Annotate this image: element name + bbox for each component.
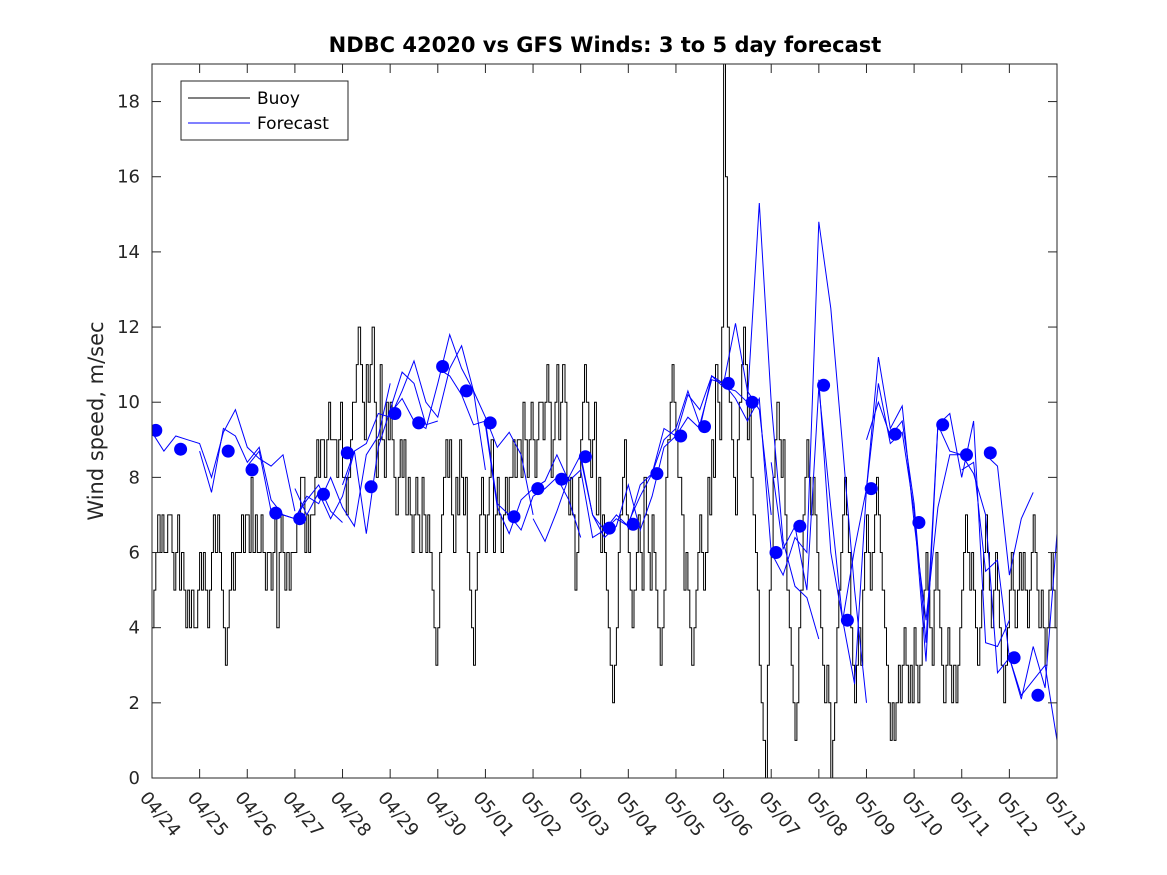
y-tick-label: 8 bbox=[129, 467, 140, 488]
forecast-marker bbox=[840, 613, 854, 627]
legend-box bbox=[180, 80, 349, 141]
axes-box bbox=[151, 63, 1058, 779]
legend-buoy-label: Buoy bbox=[257, 89, 300, 109]
forecast-run-line bbox=[199, 427, 343, 523]
forecast-marker bbox=[174, 442, 188, 456]
y-tick-label: 0 bbox=[129, 768, 140, 789]
forecast-marker bbox=[888, 427, 902, 441]
forecast-marker bbox=[626, 517, 640, 531]
x-tick-label: 05/13 bbox=[1040, 788, 1089, 841]
forecast-marker bbox=[578, 450, 592, 464]
forecast-marker bbox=[531, 482, 545, 496]
forecast-marker bbox=[436, 360, 450, 373]
forecast-marker bbox=[721, 376, 735, 390]
x-tick-label: 04/28 bbox=[326, 788, 375, 841]
forecast-marker bbox=[555, 472, 569, 486]
x-tick-label: 05/09 bbox=[850, 788, 899, 841]
forecast-marker bbox=[364, 480, 378, 494]
forecast-marker bbox=[912, 516, 926, 529]
forecast-marker bbox=[602, 521, 616, 535]
forecast-marker bbox=[1031, 688, 1045, 702]
chart-title: NDBC 42020 vs GFS Winds: 3 to 5 day fore… bbox=[329, 33, 882, 57]
forecast-marker bbox=[698, 420, 711, 434]
forecast-marker bbox=[983, 446, 997, 460]
y-tick-label: 16 bbox=[117, 167, 140, 188]
forecast-marker bbox=[245, 463, 259, 477]
forecast-marker bbox=[317, 487, 330, 501]
forecast-marker bbox=[412, 416, 426, 430]
forecast-marker bbox=[793, 519, 807, 533]
forecast-marker bbox=[293, 512, 307, 526]
forecast-run-line bbox=[152, 408, 296, 512]
forecast-marker bbox=[340, 446, 354, 460]
x-tick-label: 05/05 bbox=[659, 788, 708, 841]
y-tick-label: 4 bbox=[129, 618, 140, 639]
forecast-marker bbox=[960, 448, 973, 462]
x-tick-label: 05/08 bbox=[802, 788, 851, 841]
forecast-marker bbox=[674, 429, 688, 443]
forecast-marker bbox=[864, 482, 878, 496]
forecast-marker bbox=[459, 384, 473, 398]
x-tick-label: 04/27 bbox=[278, 788, 327, 841]
forecast-marker bbox=[650, 467, 664, 481]
buoy-series-line bbox=[152, 64, 1057, 778]
x-tick-label: 04/29 bbox=[373, 788, 422, 841]
legend-forecast-label: Forecast bbox=[257, 114, 329, 134]
y-axis-label: Wind speed, m/sec bbox=[84, 321, 108, 520]
x-tick-label: 05/10 bbox=[897, 788, 946, 841]
forecast-marker bbox=[269, 506, 283, 520]
x-tick-label: 05/07 bbox=[754, 788, 803, 841]
x-tick-label: 04/24 bbox=[135, 788, 184, 841]
forecast-run-line bbox=[723, 221, 867, 703]
forecast-run-line bbox=[985, 454, 1034, 576]
y-tick-label: 10 bbox=[117, 392, 140, 413]
x-tick-label: 04/30 bbox=[421, 788, 470, 841]
x-tick-label: 04/25 bbox=[183, 788, 232, 841]
forecast-run-line bbox=[532, 435, 677, 543]
forecast-marker bbox=[769, 546, 783, 559]
plot-area bbox=[152, 64, 1057, 778]
y-tick-label: 2 bbox=[129, 693, 140, 714]
y-tick-label: 14 bbox=[117, 242, 140, 263]
axes: 0 2 4 6 8 10 12 14 16 18 04/2404/2504/2604/2704/28… bbox=[117, 63, 1090, 841]
x-tick-label: 05/06 bbox=[707, 788, 756, 841]
x-tick-label: 05/04 bbox=[611, 788, 660, 841]
forecast-run-line bbox=[818, 357, 962, 621]
forecast-marker bbox=[507, 510, 521, 524]
y-tick-label: 18 bbox=[117, 92, 140, 113]
forecast-marker bbox=[152, 423, 163, 437]
forecast-marker bbox=[817, 378, 831, 392]
forecast-marker bbox=[1007, 651, 1021, 665]
forecast-run-line bbox=[389, 332, 534, 515]
x-tick-label: 05/11 bbox=[945, 788, 994, 841]
forecast-marker bbox=[221, 444, 235, 458]
forecast-marker bbox=[483, 416, 497, 430]
legend: Buoy Forecast bbox=[180, 80, 349, 141]
forecast-marker bbox=[388, 407, 402, 420]
forecast-marker bbox=[745, 395, 759, 409]
y-tick-label: 6 bbox=[129, 543, 140, 564]
x-tick-label: 05/02 bbox=[516, 788, 565, 841]
x-tick-label: 05/03 bbox=[564, 788, 613, 841]
forecast-run-line bbox=[342, 344, 486, 486]
y-tick-label: 12 bbox=[117, 317, 140, 338]
x-tick-label: 05/12 bbox=[993, 788, 1042, 841]
forecast-marker bbox=[936, 418, 950, 432]
x-tick-label: 04/26 bbox=[230, 788, 279, 841]
x-tick-label: 05/01 bbox=[469, 788, 518, 841]
